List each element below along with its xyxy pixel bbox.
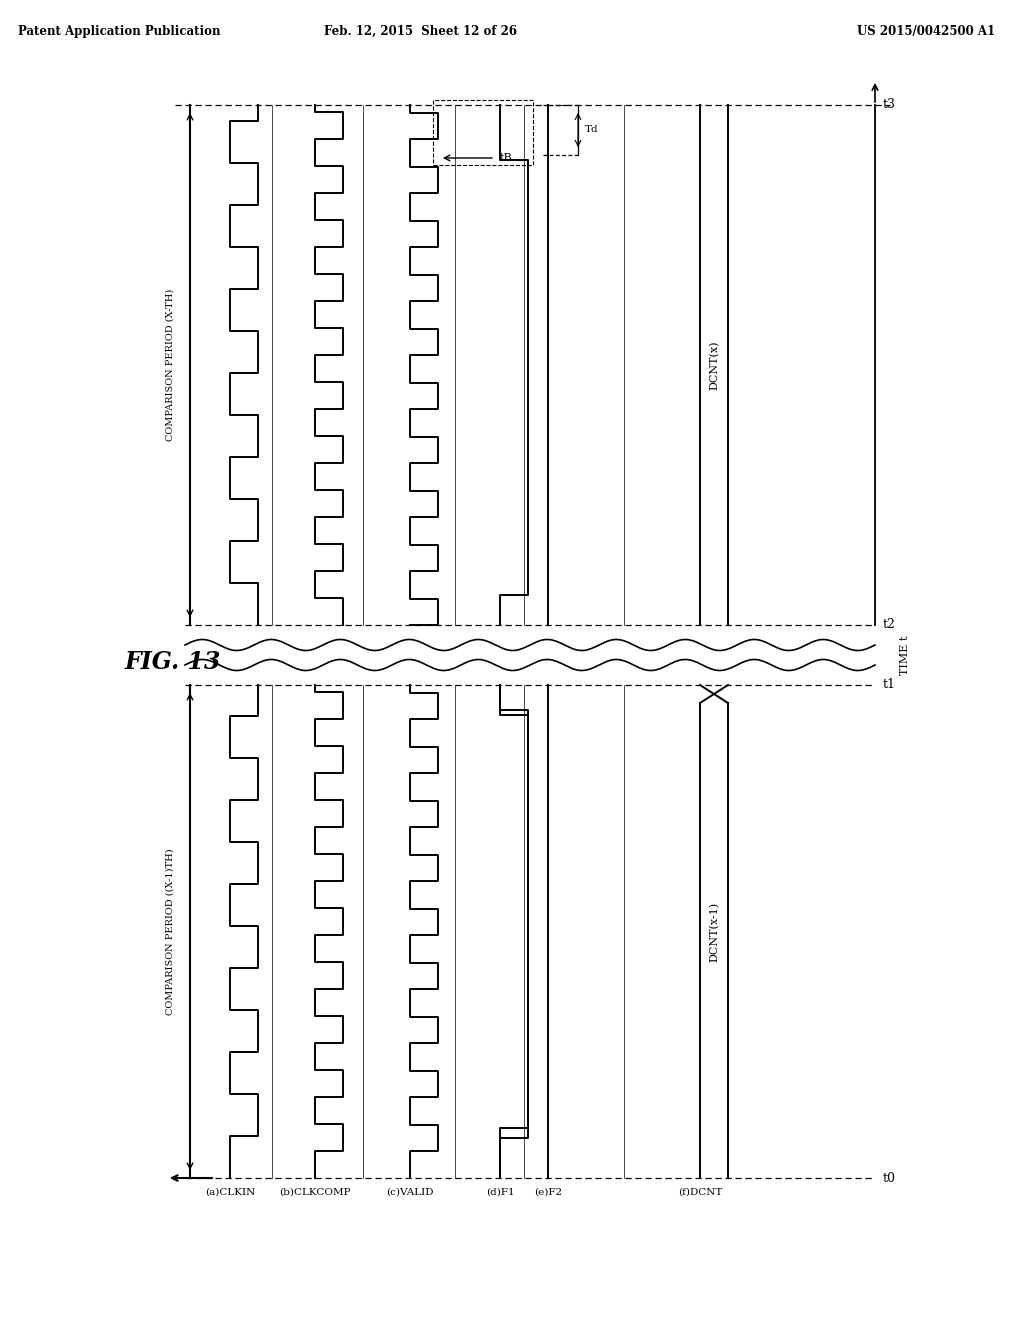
Text: (a)CLKIN: (a)CLKIN	[205, 1188, 255, 1197]
Text: COMPARISON PERIOD (X-TH): COMPARISON PERIOD (X-TH)	[166, 289, 174, 441]
Text: COMPARISON PERIOD ((X-1)TH): COMPARISON PERIOD ((X-1)TH)	[166, 849, 174, 1015]
Text: Feb. 12, 2015  Sheet 12 of 26: Feb. 12, 2015 Sheet 12 of 26	[324, 25, 516, 38]
Text: TIME t: TIME t	[900, 635, 910, 675]
Text: (f)DCNT: (f)DCNT	[678, 1188, 722, 1197]
Text: (c)VALID: (c)VALID	[386, 1188, 434, 1197]
Text: (e)F2: (e)F2	[534, 1188, 562, 1197]
Text: US 2015/0042500 A1: US 2015/0042500 A1	[857, 25, 995, 38]
Text: Td: Td	[585, 125, 599, 135]
Text: tB: tB	[500, 153, 513, 162]
Text: t1: t1	[883, 678, 896, 692]
Text: DCNT(x-1): DCNT(x-1)	[709, 902, 719, 961]
Text: (b)CLKCOMP: (b)CLKCOMP	[280, 1188, 351, 1197]
Text: t2: t2	[883, 619, 896, 631]
Text: t3: t3	[883, 99, 896, 111]
Text: FIG. 13: FIG. 13	[125, 649, 221, 675]
Text: t0: t0	[883, 1172, 896, 1184]
Text: (d)F1: (d)F1	[485, 1188, 514, 1197]
Text: Patent Application Publication: Patent Application Publication	[18, 25, 220, 38]
Text: DCNT(x): DCNT(x)	[709, 341, 719, 389]
